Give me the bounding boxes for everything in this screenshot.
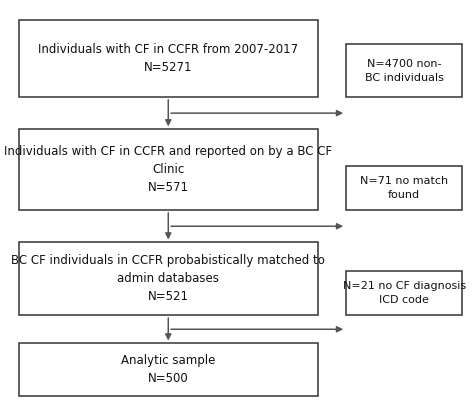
Text: Individuals with CF in CCFR from 2007-2017
N=5271: Individuals with CF in CCFR from 2007-20… xyxy=(38,43,298,74)
Text: BC CF individuals in CCFR probabistically matched to
admin databases
N=521: BC CF individuals in CCFR probabisticall… xyxy=(11,254,325,303)
Text: N=4700 non-
BC individuals: N=4700 non- BC individuals xyxy=(365,59,444,83)
Text: Analytic sample
N=500: Analytic sample N=500 xyxy=(121,354,216,385)
Text: N=21 no CF diagnosis
ICD code: N=21 no CF diagnosis ICD code xyxy=(343,281,465,305)
Bar xyxy=(19,343,318,396)
Bar xyxy=(19,20,318,97)
Bar xyxy=(19,129,318,210)
Text: Individuals with CF in CCFR and reported on by a BC CF
Clinic
N=571: Individuals with CF in CCFR and reported… xyxy=(4,145,332,194)
Bar xyxy=(346,271,462,315)
Bar xyxy=(19,242,318,315)
Bar xyxy=(346,44,462,97)
Bar xyxy=(346,166,462,210)
Text: N=71 no match
found: N=71 no match found xyxy=(360,176,448,200)
